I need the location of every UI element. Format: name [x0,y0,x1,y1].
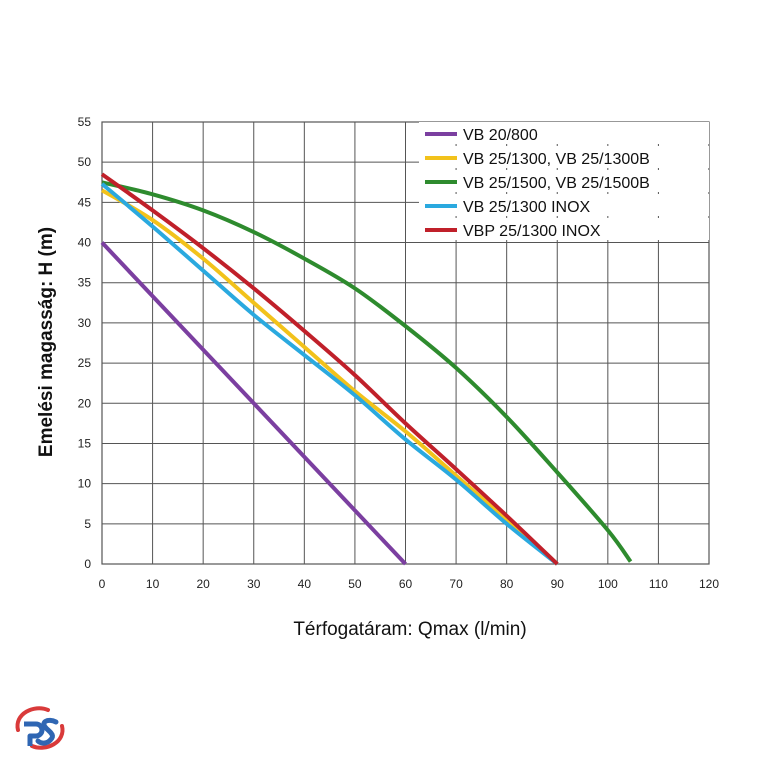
series-lines [100,172,633,566]
y-tick-label: 20 [78,396,92,410]
x-tick-label: 80 [500,577,514,591]
series-line-0 [100,241,407,566]
x-tick-label: 100 [598,577,618,591]
x-tick-label: 30 [247,577,261,591]
y-tick-label: 40 [78,236,92,250]
legend-label: VB 20/800 [463,127,538,144]
legend-bg [419,146,709,168]
series-line-1 [100,188,559,566]
legend-bg [419,122,709,144]
legend-label: VB 25/1300, VB 25/1300B [463,151,650,168]
legend-bg [419,218,709,240]
x-tick-label: 50 [348,577,362,591]
x-tick-label: 120 [699,577,719,591]
legend-label: VBP 25/1300 INOX [463,223,601,240]
x-tick-label: 0 [99,577,106,591]
x-tick-label: 110 [649,577,668,591]
y-tick-label: 30 [78,316,92,330]
y-tick-label: 5 [84,517,91,531]
x-tick-label: 90 [551,577,565,591]
x-tick-label: 60 [399,577,413,591]
y-tick-label: 50 [78,155,92,169]
x-axis-ticks: 0 10 20 30 40 50 60 70 80 90 100 110 120 [99,577,720,591]
y-tick-label: 0 [84,557,91,571]
legend: VB 20/800 VB 25/1300, VB 25/1300B VB 25/15… [419,122,709,240]
y-tick-label: 55 [78,115,92,129]
y-tick-label: 45 [78,195,92,209]
series-line-2 [101,180,633,563]
series-line-3 [100,182,559,566]
y-tick-label: 10 [78,477,92,491]
legend-bg [419,170,709,192]
x-axis-title: Térfogatáram: Qmax (l/min) [293,619,526,640]
x-tick-label: 20 [196,577,210,591]
y-tick-label: 25 [78,356,92,370]
brand-logo [15,706,65,750]
y-tick-label: 35 [78,276,92,290]
legend-label: VB 25/1300 INOX [463,199,591,216]
y-axis-ticks: 0 5 10 15 20 25 30 35 40 45 50 55 [78,115,92,571]
y-axis-title: Emelési magasság: H (m) [36,227,57,457]
y-tick-label: 15 [78,436,92,450]
series-line-4 [100,172,559,566]
x-tick-label: 70 [449,577,463,591]
legend-bg [419,194,709,216]
legend-label: VB 25/1500, VB 25/1500B [463,175,650,192]
x-tick-label: 40 [298,577,312,591]
x-tick-label: 10 [146,577,160,591]
